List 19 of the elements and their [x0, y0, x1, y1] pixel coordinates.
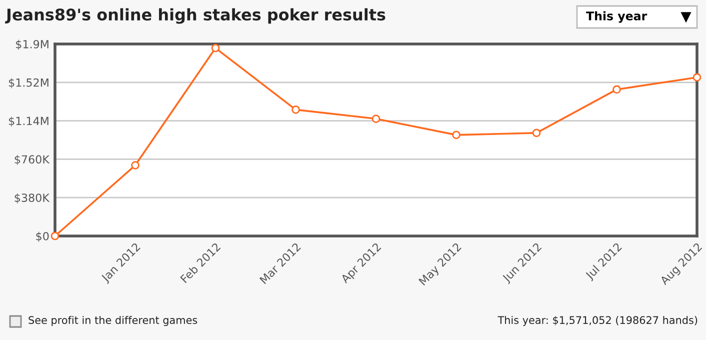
y-tick-label: $1.52M [8, 78, 48, 88]
y-tick-label: $1.14M [8, 116, 48, 127]
y-tick-label: $760K [14, 154, 50, 166]
point [211, 44, 220, 52]
point [452, 130, 460, 140]
chart-title: Jeans89's online high stakes poker results [5, 8, 386, 24]
point [612, 85, 621, 94]
y-tick-label: $380K [14, 193, 50, 204]
text: See profit in the different games [28, 316, 198, 326]
point [532, 128, 541, 138]
point [372, 114, 380, 123]
text: This year: $1,571,052 (198627 hands) [498, 316, 698, 326]
y-tick-label: $1.9M [16, 40, 48, 50]
point [292, 106, 300, 114]
y-tick-label: $0 [36, 232, 49, 242]
point [692, 73, 702, 82]
text: This year [586, 11, 648, 23]
point [50, 232, 60, 240]
point [131, 161, 140, 170]
